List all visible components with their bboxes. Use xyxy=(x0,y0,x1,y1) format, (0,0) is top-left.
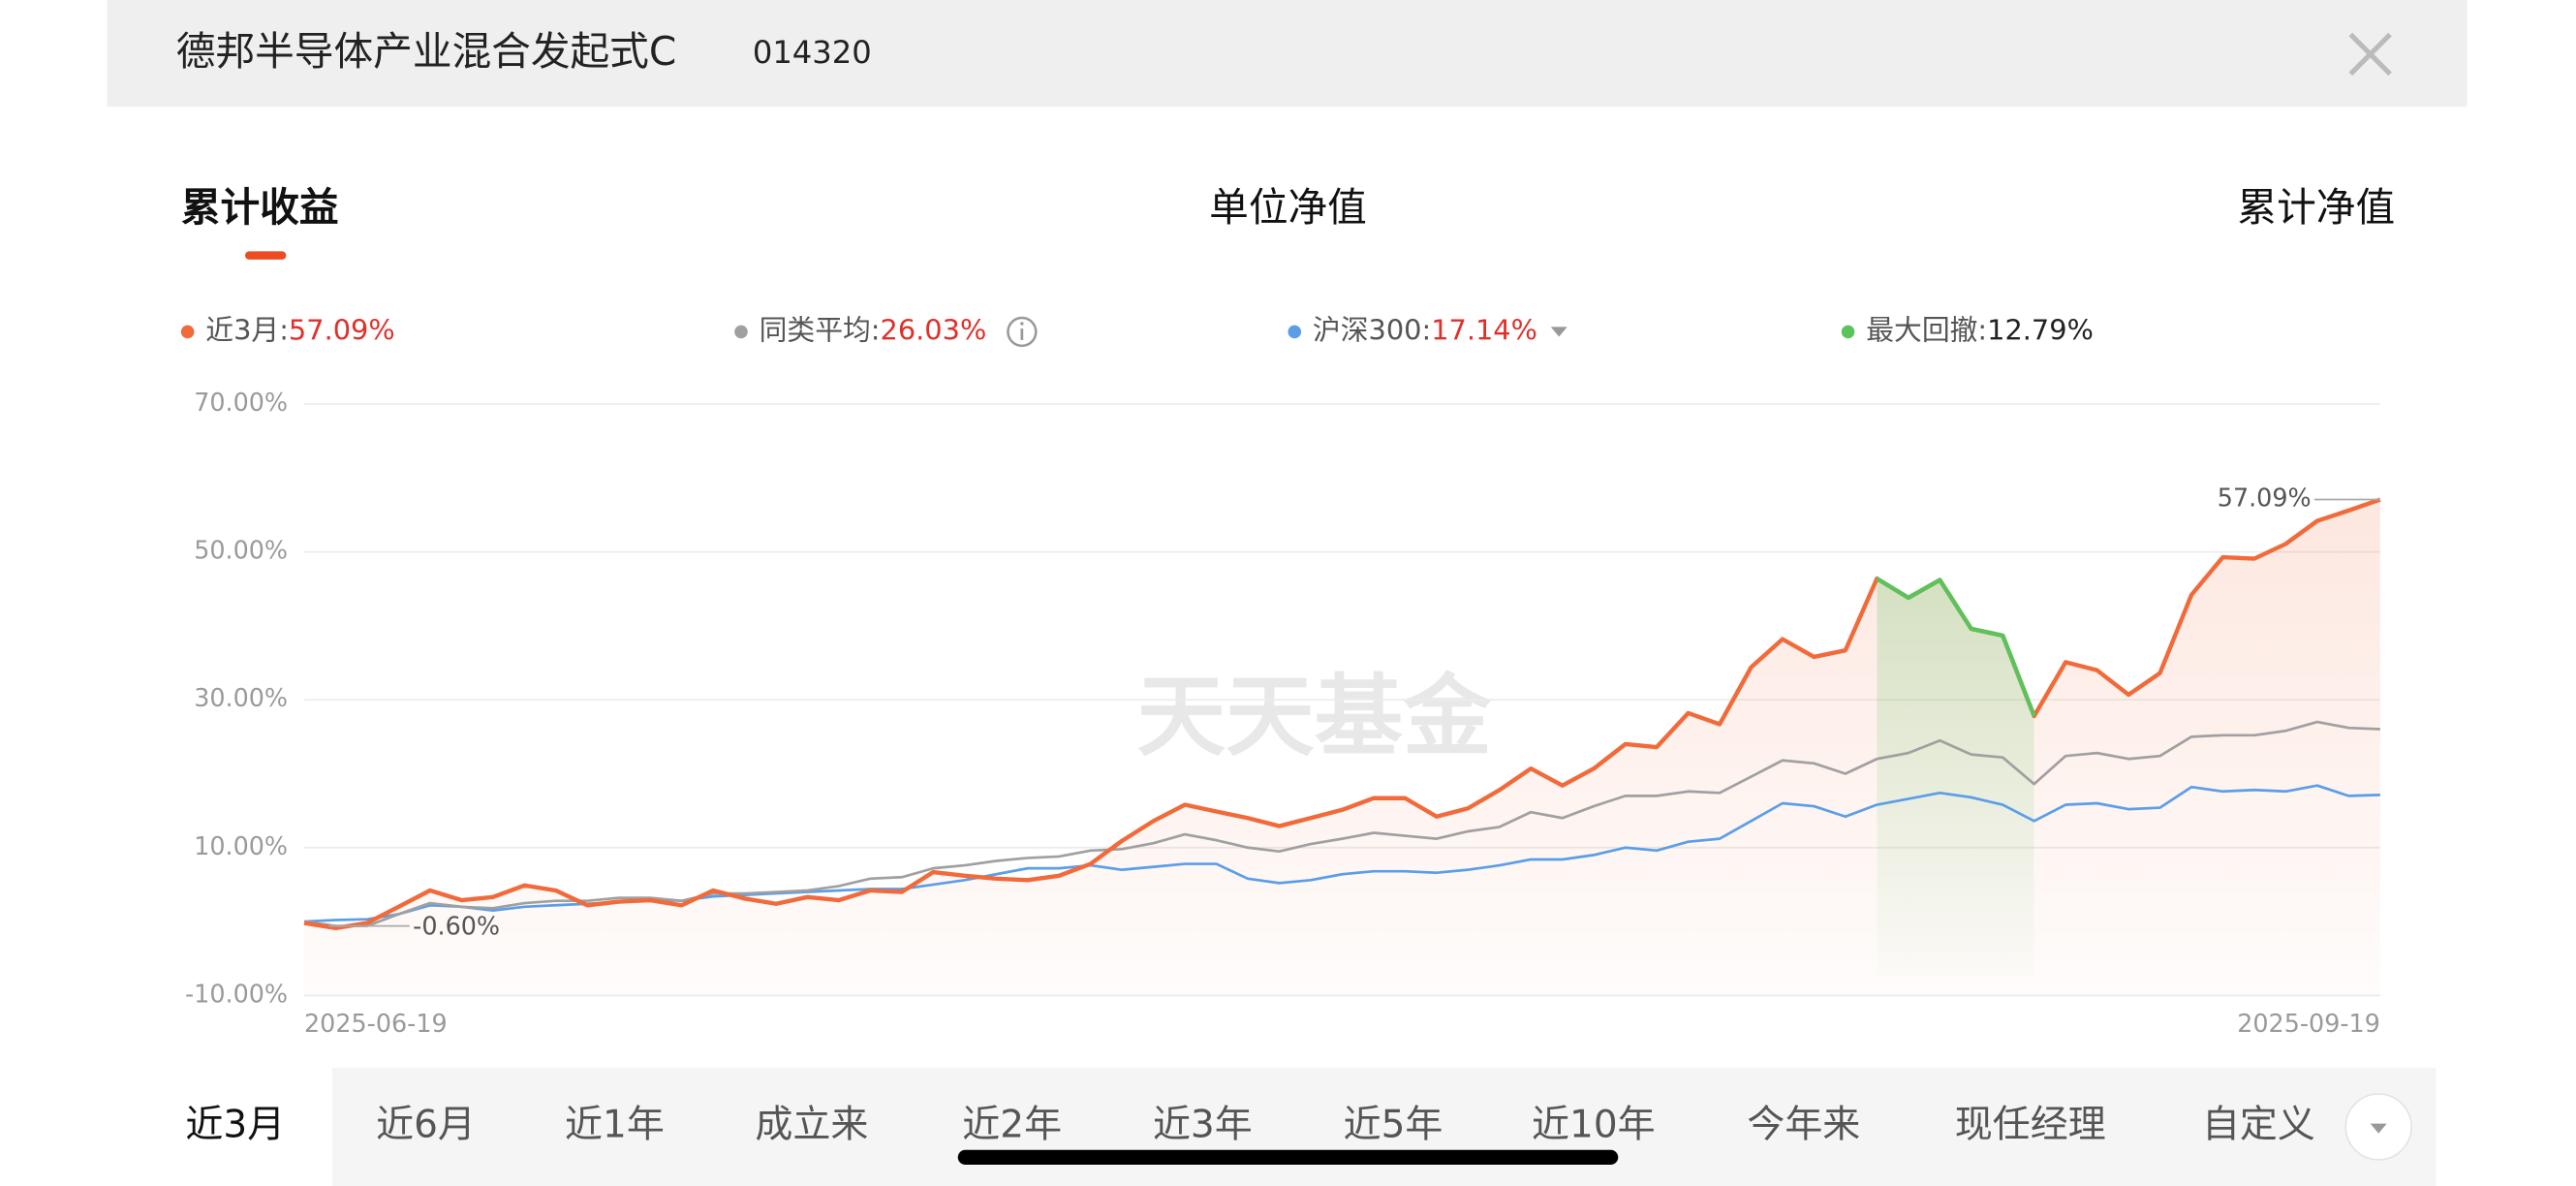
legend-value: 26.03% xyxy=(881,313,987,346)
close-button[interactable] xyxy=(2348,32,2392,77)
y-tick-label: 70.00% xyxy=(194,388,288,417)
period-button[interactable]: 近10年 xyxy=(1532,1103,1656,1146)
tab[interactable]: 累计收益 xyxy=(181,184,339,231)
header-bar xyxy=(107,0,2467,108)
info-icon[interactable] xyxy=(1007,316,1038,348)
fund-code: 014320 xyxy=(753,34,872,71)
tab[interactable]: 单位净值 xyxy=(1209,184,1367,231)
period-button[interactable]: 近3月 xyxy=(185,1103,285,1146)
series-line xyxy=(303,720,2380,927)
info-icon-dot xyxy=(1020,322,1024,326)
legend-value: 12.79% xyxy=(1987,313,2094,346)
legend-dot xyxy=(180,325,195,339)
fund-title: 德邦半导体产业混合发起式C xyxy=(176,28,676,75)
home-indicator xyxy=(957,1149,1619,1165)
y-tick-label: 10.00% xyxy=(194,831,288,860)
period-button[interactable]: 近2年 xyxy=(962,1103,1062,1146)
legend-value: 57.09% xyxy=(289,313,395,346)
period-button[interactable]: 今年来 xyxy=(1747,1103,1860,1146)
period-button[interactable]: 近3年 xyxy=(1153,1103,1253,1146)
legend-name: 同类平均: xyxy=(760,313,881,346)
drawdown-area xyxy=(1877,578,2034,977)
area xyxy=(304,499,2380,996)
period-dropdown-arrow xyxy=(2370,1123,2387,1134)
y-tick-label: 30.00% xyxy=(194,683,288,712)
legend-entry: 最大回撤:12.79% xyxy=(1866,313,2094,346)
legend-dot xyxy=(734,325,748,339)
period-button[interactable]: 近1年 xyxy=(565,1103,665,1146)
y-tick-label: -10.00% xyxy=(185,979,288,1008)
watermark: 天天基金 xyxy=(1137,665,1493,768)
period-button[interactable]: 近5年 xyxy=(1344,1103,1443,1146)
legend-dot xyxy=(1288,325,1302,339)
min-label: -0.60% xyxy=(413,911,500,940)
end-label: 57.09% xyxy=(2218,484,2312,513)
legend-value: 17.14% xyxy=(1431,313,1537,346)
drawdown-line xyxy=(1876,577,2036,717)
tab-underline xyxy=(244,251,287,260)
legend-entry: 近3月:57.09% xyxy=(205,313,394,346)
benchmark-dropdown[interactable] xyxy=(1550,327,1567,337)
legend-entry: 同类平均:26.03% xyxy=(760,313,987,346)
period-button[interactable]: 现任经理 xyxy=(1955,1103,2106,1146)
legend-name: 沪深300: xyxy=(1313,313,1431,346)
legend-entry: 沪深300:17.14% xyxy=(1313,313,1537,346)
period-bar xyxy=(331,1067,2436,1186)
x-tick-label: 2025-06-19 xyxy=(304,1009,448,1038)
period-button[interactable]: 近6月 xyxy=(376,1103,476,1146)
legend-dot xyxy=(1841,325,1855,339)
legend-name: 近3月: xyxy=(205,313,289,346)
period-button[interactable]: 自定义 xyxy=(2202,1103,2315,1146)
legend-name: 最大回撤: xyxy=(1866,313,1987,346)
x-tick-label: 2025-09-19 xyxy=(2237,1009,2380,1038)
y-tick-label: 50.00% xyxy=(194,536,288,565)
period-button[interactable]: 成立来 xyxy=(755,1103,868,1146)
tab[interactable]: 累计净值 xyxy=(2237,184,2395,231)
